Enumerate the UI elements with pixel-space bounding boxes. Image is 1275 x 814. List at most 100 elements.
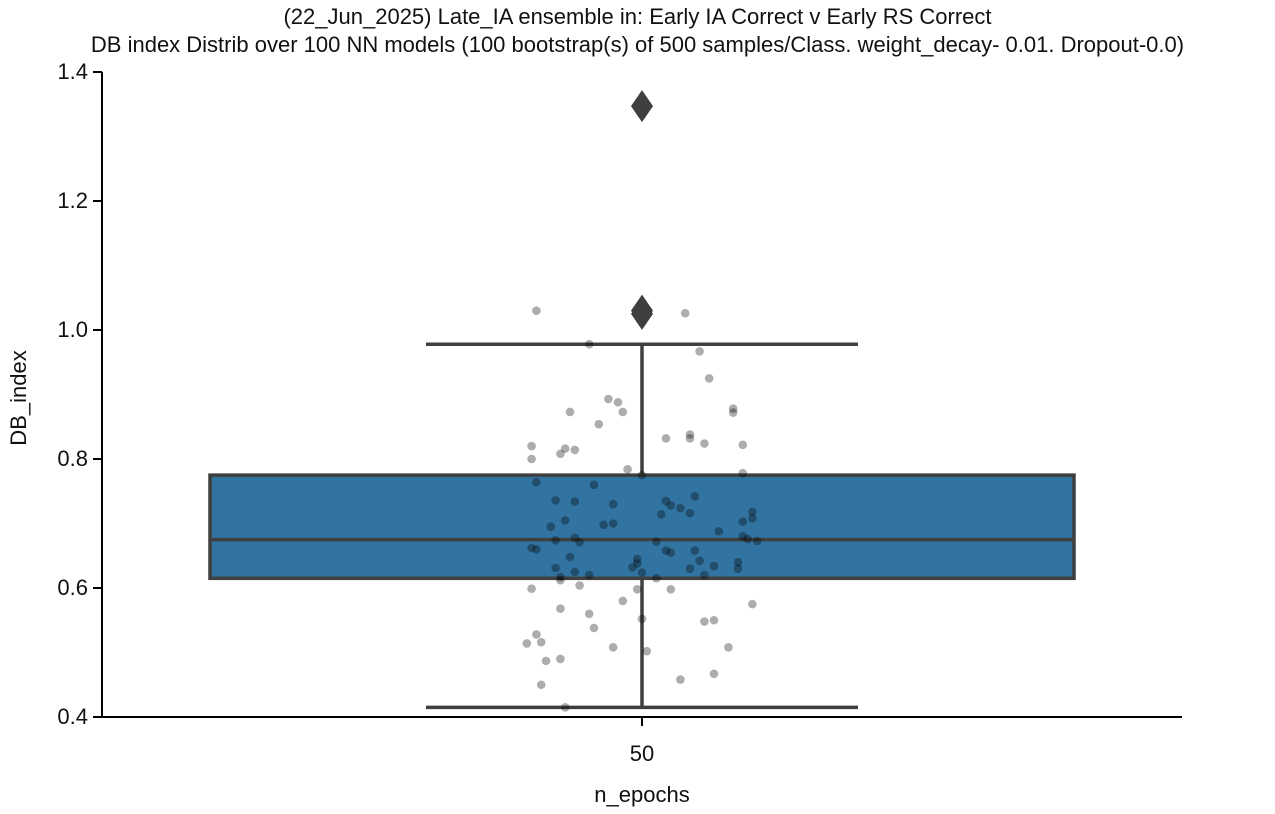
data-point	[532, 630, 541, 639]
data-point	[551, 495, 560, 505]
data-point	[700, 439, 709, 448]
data-point	[608, 499, 618, 509]
data-point	[565, 407, 575, 417]
data-point	[599, 520, 608, 530]
y-tick-label: 0.4	[57, 704, 88, 729]
data-point	[556, 654, 565, 664]
data-point	[584, 570, 594, 580]
data-point	[752, 536, 762, 546]
data-point	[570, 445, 580, 455]
data-point	[570, 567, 580, 577]
y-tick-label: 0.8	[57, 446, 88, 471]
outlier-marker	[631, 90, 653, 123]
data-point	[604, 394, 613, 404]
data-point	[700, 570, 709, 580]
data-point	[690, 546, 700, 555]
data-point	[527, 454, 536, 464]
data-point	[738, 532, 748, 541]
data-point	[637, 470, 647, 480]
data-point	[560, 703, 570, 712]
data-point	[570, 497, 580, 506]
data-point	[589, 623, 599, 633]
data-point	[522, 639, 532, 648]
data-point	[748, 514, 757, 523]
data-point	[700, 617, 709, 626]
data-point	[613, 397, 623, 407]
data-point	[632, 554, 642, 564]
data-point	[676, 503, 685, 513]
data-point	[748, 599, 757, 609]
data-point	[738, 468, 748, 478]
data-point	[623, 465, 632, 474]
data-point	[556, 449, 565, 459]
data-point	[527, 441, 536, 451]
data-point	[618, 596, 628, 606]
data-point	[536, 637, 546, 647]
data-point	[724, 643, 733, 652]
data-point	[748, 507, 757, 517]
data-point	[527, 584, 536, 593]
data-point	[589, 480, 599, 490]
data-point	[695, 556, 704, 566]
data-point	[637, 614, 647, 624]
data-point	[709, 615, 719, 625]
data-point	[690, 492, 700, 501]
data-point	[728, 404, 738, 413]
data-point	[728, 408, 738, 417]
data-point	[695, 346, 704, 356]
data-point	[680, 308, 690, 318]
data-point	[556, 575, 565, 585]
x-tick-label: 50	[630, 741, 654, 766]
data-point	[560, 444, 570, 453]
y-tick-label: 1.4	[57, 59, 88, 84]
data-point	[536, 680, 546, 690]
outlier-marker	[631, 297, 653, 330]
data-point	[546, 522, 556, 532]
data-point	[733, 557, 743, 567]
data-point	[527, 543, 536, 553]
data-point	[685, 508, 695, 518]
data-point	[714, 526, 724, 536]
data-point	[541, 656, 551, 666]
y-tick-label: 1.2	[57, 188, 88, 213]
data-point	[560, 515, 570, 525]
data-point	[594, 419, 604, 429]
data-point	[628, 563, 637, 572]
data-point	[685, 564, 695, 573]
data-point	[637, 568, 647, 577]
data-point	[556, 604, 565, 613]
data-point	[685, 430, 695, 439]
data-point	[661, 496, 671, 506]
data-point	[676, 675, 685, 684]
data-point	[618, 407, 628, 417]
data-point	[704, 374, 714, 383]
data-point	[570, 533, 580, 542]
data-point	[738, 440, 748, 450]
chart-title: (22_Jun_2025) Late_IA ensemble in: Early…	[283, 4, 992, 29]
data-point	[551, 563, 560, 573]
data-point	[632, 584, 642, 594]
data-point	[584, 609, 594, 619]
data-point	[584, 339, 594, 349]
data-point	[652, 537, 661, 546]
y-tick-label: 1.0	[57, 317, 88, 342]
data-point	[709, 669, 719, 679]
data-point	[532, 306, 541, 315]
data-point	[608, 643, 618, 652]
data-point	[632, 559, 642, 568]
data-point	[551, 535, 560, 545]
y-axis-label: DB_index	[6, 350, 31, 445]
data-point	[642, 646, 652, 656]
chart-subtitle: DB index Distrib over 100 NN models (100…	[90, 32, 1185, 57]
x-axis-label: n_epochs	[594, 782, 689, 807]
data-point	[656, 510, 666, 519]
data-point	[532, 477, 541, 487]
data-point	[575, 537, 584, 547]
data-point	[575, 581, 584, 590]
iqr-box	[208, 473, 1076, 581]
data-point	[532, 545, 541, 554]
data-point	[685, 434, 695, 443]
data-point	[608, 519, 618, 528]
data-point	[652, 574, 661, 583]
